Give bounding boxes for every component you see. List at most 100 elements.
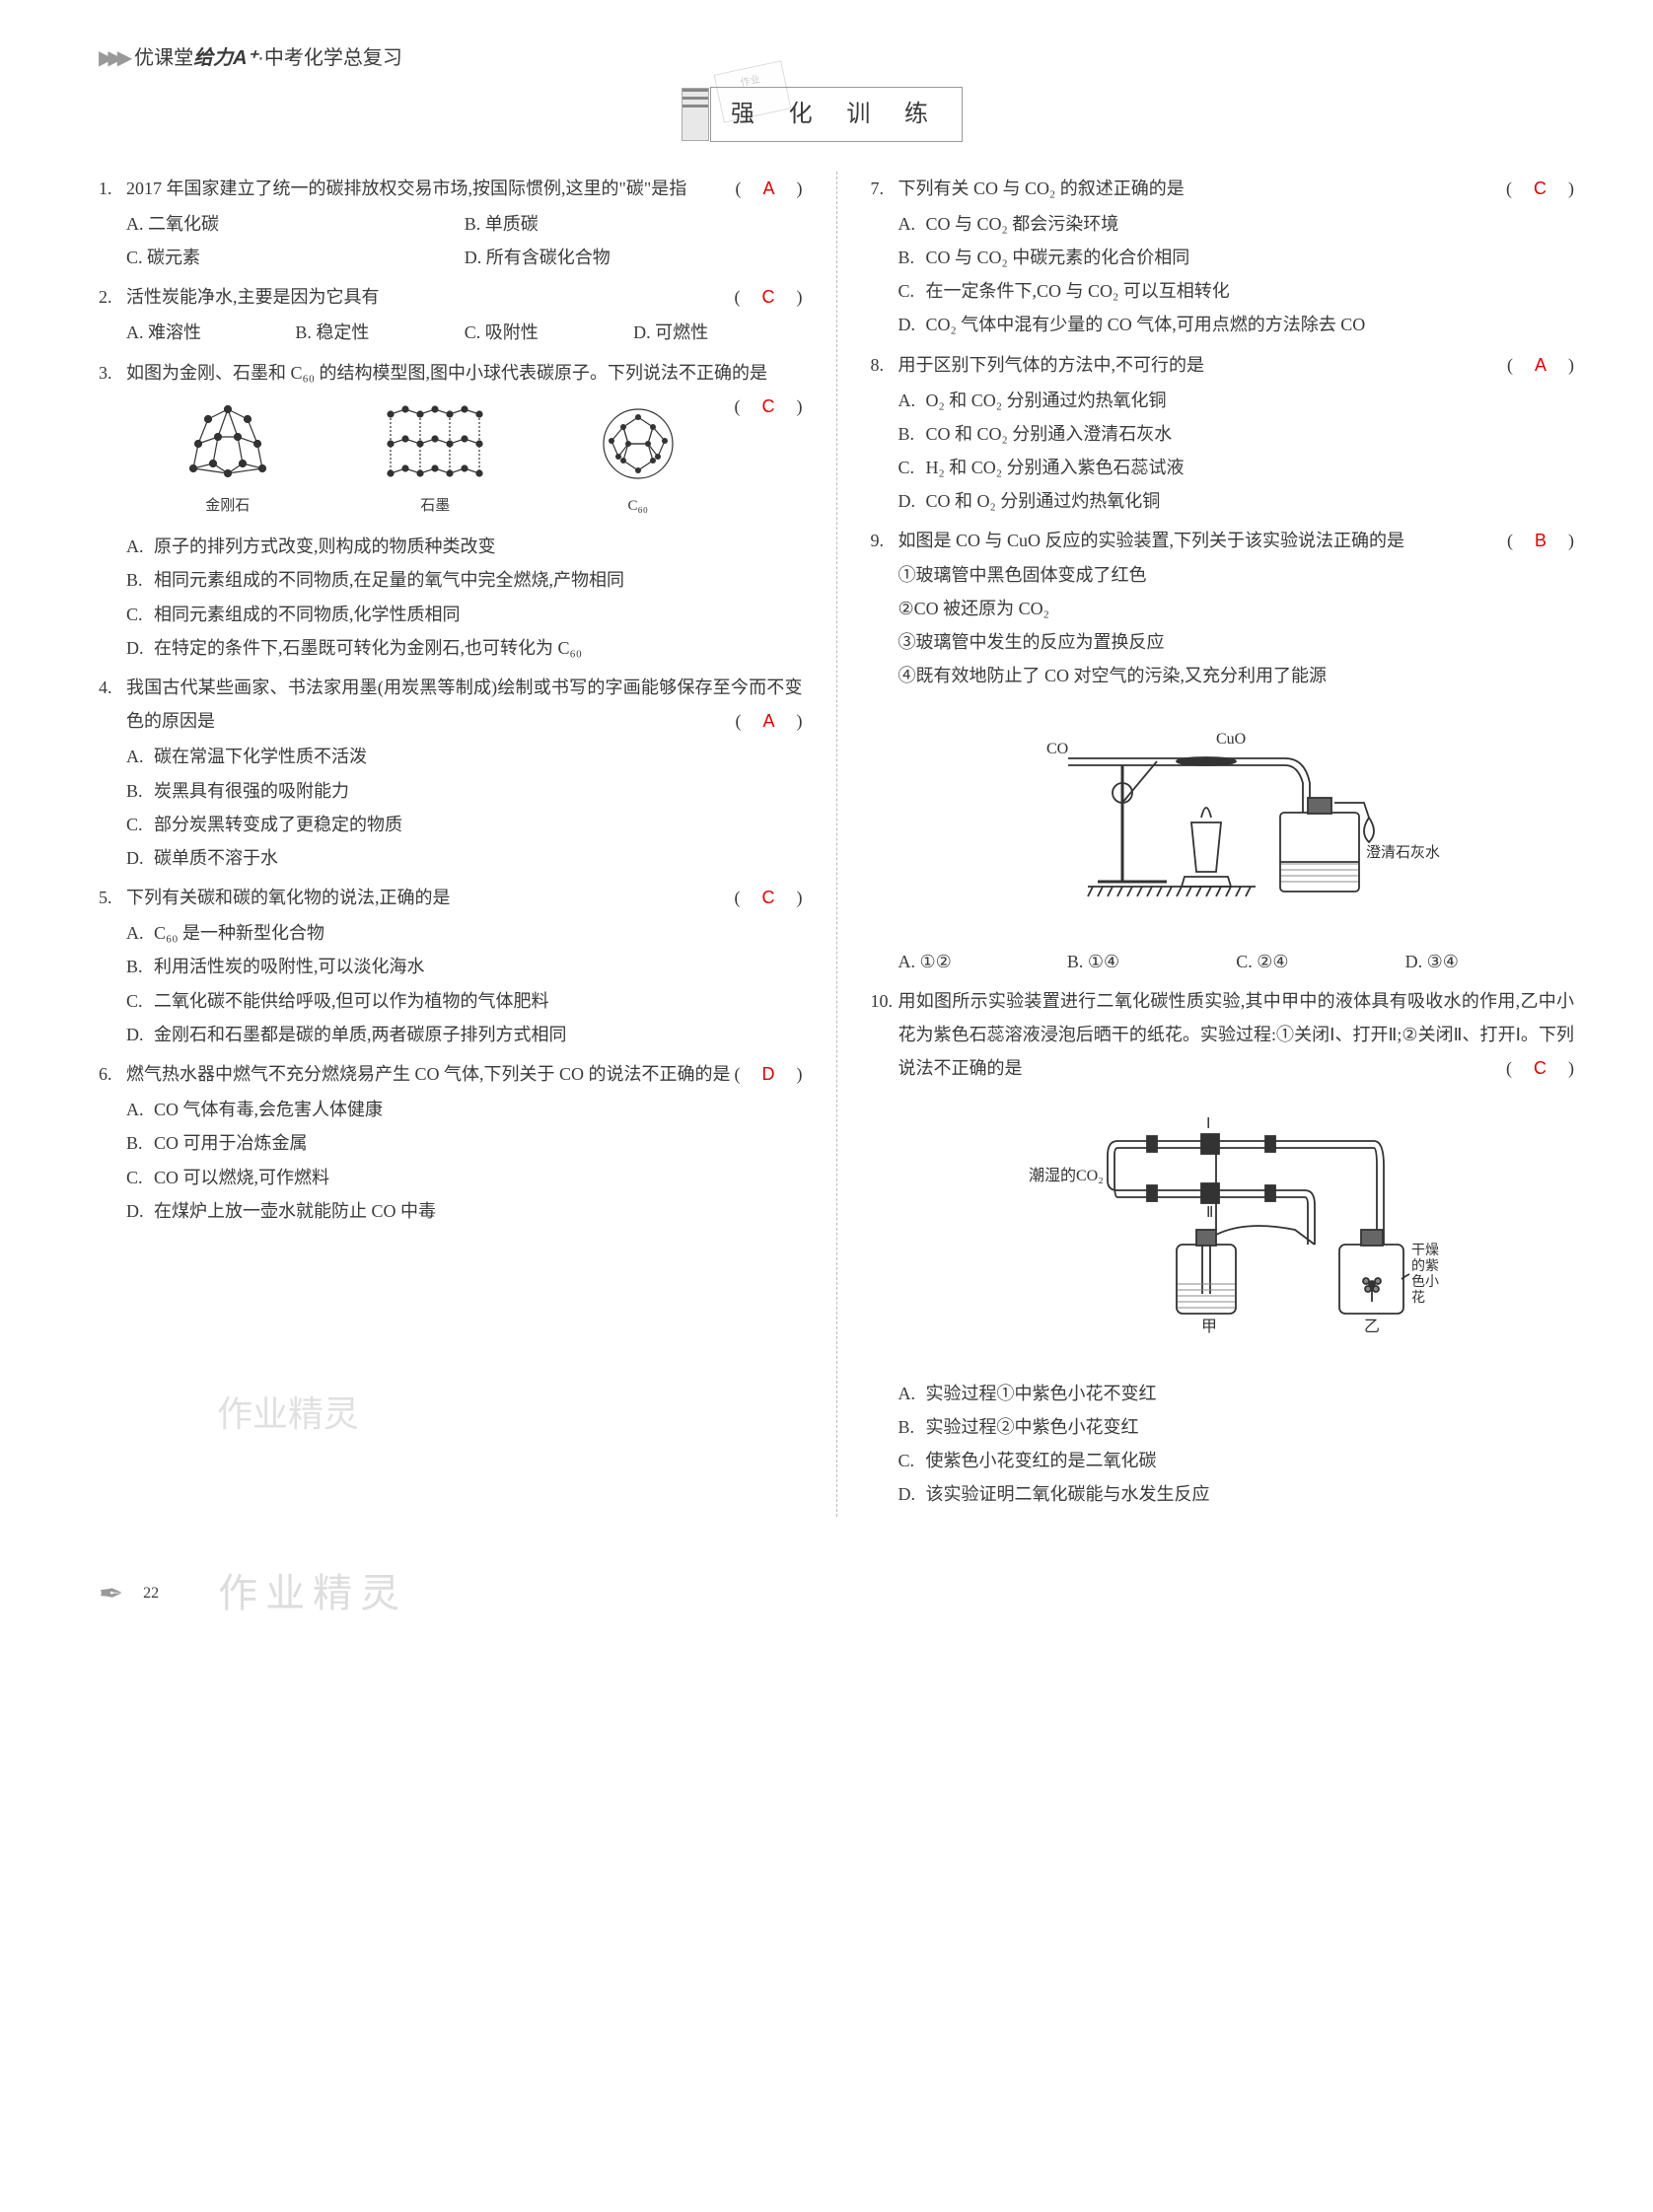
figure-label: 石墨 [381,492,489,521]
options: A.CO 与 CO₂ 都会污染环境B.CO 与 CO₂ 中碳元素的化合价相同C.… [898,207,1575,342]
answer-paren: ( C ) [735,280,803,314]
option-letter: D. [126,1018,144,1051]
option: B.相同元素组成的不同物质,在足量的氧气中完全燃烧,产物相同 [126,563,803,597]
footer-watermark: 作业精灵 [218,1556,407,1631]
question-number: 3. [99,356,112,390]
question-stem: 用如图所示实验装置进行二氧化碳性质实验,其中甲中的液体具有吸收水的作用,乙中小花… [898,984,1575,1086]
option: A.原子的排列方式改变,则构成的物质种类改变 [126,530,803,563]
option: D.CO 和 O₂ 分别通过灼热氧化铜 [898,484,1575,518]
option: D.碳单质不溶于水 [126,841,803,875]
svg-text:Ⅱ: Ⅱ [1206,1205,1213,1221]
question: 7.下列有关 CO 与 CO₂ 的叙述正确的是( C )A.CO 与 CO₂ 都… [871,172,1575,342]
option: B.CO 和 CO₂ 分别通入澄清石灰水 [898,417,1575,451]
right-column: 7.下列有关 CO 与 CO₂ 的叙述正确的是( C )A.CO 与 CO₂ 都… [871,172,1575,1518]
option: A.碳在常温下化学性质不活泼 [126,740,803,773]
option: C.H₂ 和 CO₂ 分别通入紫色石蕊试液 [898,451,1575,484]
option-letter: A. [126,1093,144,1126]
answer-letter: C [758,396,779,416]
question-stem: 我国古代某些画家、书法家用墨(用炭黑等制成)绘制或书写的字画能够保存至今而不变色… [126,671,803,738]
figure-apparatus: CO CuO 澄清石灰水 [898,704,1575,932]
question-number: 4. [99,671,112,704]
option-letter: D. [898,484,916,518]
answer-letter: A [758,711,778,731]
svg-text:潮湿的CO₂: 潮湿的CO₂ [1029,1167,1104,1184]
header-arrows: ▶▶▶ [99,39,126,77]
answer-letter: B [1531,531,1550,550]
question: 9. 如图是 CO 与 CuO 反应的实验装置,下列关于该实验说法正确的是( B … [871,524,1575,977]
option: C. 吸附性 [465,316,633,349]
answer-paren: ( D ) [735,1057,803,1091]
answer-letter: A [1531,355,1550,375]
option: A. ①② [898,945,1067,978]
question-number: 5. [99,881,112,914]
numbered-item: ③玻璃管中发生的反应为置换反应 [898,625,1575,659]
option: C.二氧化碳不能供给呼吸,但可以作为植物的气体肥料 [126,984,803,1018]
question-stem: 如图是 CO 与 CuO 反应的实验装置,下列关于该实验说法正确的是( B ) [898,524,1575,557]
option-letter: C. [898,1444,915,1477]
numbered-item: ④既有效地防止了 CO 对空气的污染,又充分利用了能源 [898,659,1575,692]
answer-paren: ( C ) [735,390,803,423]
options: A.O₂ 和 CO₂ 分别通过灼热氧化铜B.CO 和 CO₂ 分别通入澄清石灰水… [898,384,1575,519]
option: D. 所有含碳化合物 [465,241,803,274]
question: 8.用于区别下列气体的方法中,不可行的是( A )A.O₂ 和 CO₂ 分别通过… [871,348,1575,519]
answer-paren: ( C ) [735,881,803,914]
option: B.炭黑具有很强的吸附能力 [126,774,803,808]
feather-icon: ✒ [99,1566,123,1622]
answer-paren: ( A ) [735,704,802,738]
figure-row: 金刚石 石墨 C₆₀ [126,399,735,521]
option: C. 碳元素 [126,241,465,274]
question-stem: 下列有关 CO 与 CO₂ 的叙述正确的是( C ) [898,172,1575,205]
option-letter: D. [126,631,144,665]
section-title: 强 化 训 练 [710,87,963,142]
numbered-item: ①玻璃管中黑色固体变成了红色 [898,558,1575,592]
option: A.O₂ 和 CO₂ 分别通过灼热氧化铜 [898,384,1575,417]
question-stem: 2017 年国家建立了统一的碳排放权交易市场,按国际惯例,这里的"碳"是指( A… [126,172,803,205]
svg-text:CO: CO [1046,741,1068,757]
numbered-item: ②CO 被还原为 CO₂ [898,592,1575,625]
option-letter: B. [126,950,143,983]
figure-apparatus: 潮湿的CO₂ Ⅰ Ⅱ 甲 [898,1097,1575,1364]
option-letter: B. [898,241,915,274]
question-number: 9. [871,524,885,557]
options: A.原子的排列方式改变,则构成的物质种类改变B.相同元素组成的不同物质,在足量的… [126,530,803,665]
option-letter: B. [898,417,915,451]
figure-label: 金刚石 [179,492,277,521]
option: C.相同元素组成的不同物质,化学性质相同 [126,598,803,631]
option-letter: B. [898,1410,915,1444]
svg-text:澄清石灰水: 澄清石灰水 [1366,844,1440,861]
question-number: 1. [99,172,112,205]
option: D.CO₂ 气体中混有少量的 CO 气体,可用点燃的方法除去 CO [898,308,1575,341]
option-letter: C. [126,808,143,841]
figure-item: 金刚石 [179,399,277,521]
answer-paren: ( C ) [1506,1051,1574,1085]
question: 1. 2017 年国家建立了统一的碳排放权交易市场,按国际惯例,这里的"碳"是指(… [99,172,803,275]
svg-text:干燥: 干燥 [1411,1243,1439,1258]
option: A.C₆₀ 是一种新型化合物 [126,916,803,950]
book-title: 优课堂给力A⁺·中考化学总复习 [134,39,402,77]
svg-text:乙: 乙 [1364,1319,1380,1335]
question: 10.用如图所示实验装置进行二氧化碳性质实验,其中甲中的液体具有吸收水的作用,乙… [871,984,1575,1512]
option: B. 单质碳 [465,207,803,241]
options: A.碳在常温下化学性质不活泼B.炭黑具有很强的吸附能力C.部分炭黑转变成了更稳定… [126,740,803,875]
option: D.金刚石和石墨都是碳的单质,两者碳原子排列方式相同 [126,1018,803,1051]
figure-label: C₆₀ [594,492,683,521]
option: B.CO 与 CO₂ 中碳元素的化合价相同 [898,241,1575,274]
option: D.在特定的条件下,石墨既可转化为金刚石,也可转化为 C₆₀ [126,631,803,665]
option: A.实验过程①中紫色小花不变红 [898,1377,1575,1410]
question-stem: 活性炭能净水,主要是因为它具有( C ) [126,280,803,314]
answer-letter: C [758,888,779,907]
option-letter: D. [898,1477,916,1511]
figure-item: 石墨 [381,399,489,521]
option: D. 可燃性 [633,316,802,349]
answer-letter: D [758,1064,779,1084]
option-letter: C. [126,1161,143,1194]
page-header: ▶▶▶ 优课堂给力A⁺·中考化学总复习 [99,39,1574,77]
question-number: 10. [871,984,894,1018]
svg-text:的紫: 的紫 [1411,1258,1439,1274]
option: C.部分炭黑转变成了更稳定的物质 [126,808,803,841]
option: A. 难溶性 [126,316,295,349]
question-stem: 燃气热水器中燃气不充分燃烧易产生 CO 气体,下列关于 CO 的说法不正确的是(… [126,1057,803,1091]
question: 5.下列有关碳和碳的氧化物的说法,正确的是( C )A.C₆₀ 是一种新型化合物… [99,881,803,1051]
option: D.该实验证明二氧化碳能与水发生反应 [898,1477,1575,1511]
question: 6.燃气热水器中燃气不充分燃烧易产生 CO 气体,下列关于 CO 的说法不正确的… [99,1057,803,1228]
